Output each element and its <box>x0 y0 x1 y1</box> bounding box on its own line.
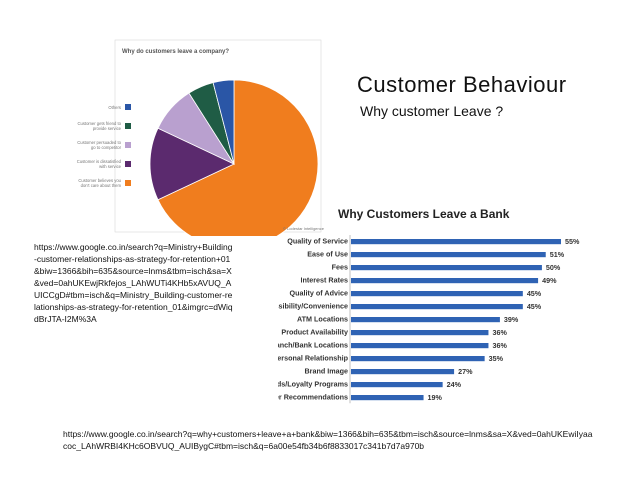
bar-value-label-3: 49% <box>542 276 557 285</box>
bar-source-link[interactable]: https://www.google.co.in/search?q=why+cu… <box>63 429 593 451</box>
pie-legend-swatch-4 <box>125 104 131 110</box>
bar-value-label-9: 35% <box>489 354 504 363</box>
pie-slice-0 <box>157 79 319 236</box>
bar-1 <box>351 252 546 258</box>
bar-value-label-11: 24% <box>447 380 462 389</box>
bar-4 <box>351 291 523 297</box>
bar-6 <box>351 317 500 323</box>
bar-2 <box>351 265 542 271</box>
bar-9 <box>351 356 485 362</box>
pie-slice-4 <box>212 79 235 165</box>
bar-value-label-1: 51% <box>550 250 565 259</box>
pie-legend-swatch-0 <box>125 180 131 186</box>
bar-5 <box>351 304 523 310</box>
pie-legend-label-3: Customer gets friend to provide service <box>77 121 121 131</box>
bar-category-label-11: Rewards/Loyalty Programs <box>278 380 348 389</box>
pie-chart-title: Why do customers leave a company? <box>122 49 230 55</box>
pie-slice-1 <box>149 127 235 201</box>
bar-0 <box>351 239 561 245</box>
bar-category-label-0: Quality of Service <box>287 237 348 246</box>
bar-11 <box>351 382 443 388</box>
bar-chart: Quality of Service 55% Ease of Use 51% Fees 5… <box>278 235 580 404</box>
slide-subtitle: Why customer Leave ? <box>360 103 504 119</box>
bar-value-label-8: 36% <box>492 341 507 350</box>
bar-chart-credit: © Lodestar Intelligence <box>283 226 324 231</box>
bar-category-label-1: Ease of Use <box>307 250 348 259</box>
bar-value-label-7: 36% <box>492 328 507 337</box>
bar-value-label-0: 55% <box>565 237 580 246</box>
bar-value-label-5: 45% <box>527 302 542 311</box>
bar-value-label-2: 50% <box>546 263 561 272</box>
bar-category-label-2: Fees <box>332 263 348 272</box>
bar-7 <box>351 330 489 336</box>
bar-category-label-7: Product Availability <box>281 328 348 337</box>
bar-category-label-4: Quality of Advice <box>290 289 348 298</box>
pie-chart: Others Customer gets friend to provide ser… <box>77 39 322 236</box>
pie-legend-label-0: Customer believes you don't care about th… <box>78 178 121 188</box>
bar-chart-title: Why Customers Leave a Bank <box>338 207 510 221</box>
bar-value-label-4: 45% <box>527 289 542 298</box>
pie-legend-swatch-1 <box>125 161 131 167</box>
bar-category-label-6: ATM Locations <box>297 315 348 324</box>
bar-category-label-8: Branch/Bank Locations <box>278 341 348 350</box>
pie-legend-swatch-2 <box>125 142 131 148</box>
pie-legend-label-1: Customer is dissatisfied with service <box>77 159 122 169</box>
bar-category-label-12: Peer Recommendations <box>278 393 348 402</box>
slide-title: Customer Behaviour <box>357 72 567 97</box>
pie-legend-label-4: Others <box>108 105 121 110</box>
bar-category-label-10: Brand Image <box>304 367 348 376</box>
bar-value-label-6: 39% <box>504 315 519 324</box>
bar-category-label-9: Personal Relationship <box>278 354 349 363</box>
bar-value-label-10: 27% <box>458 367 473 376</box>
bar-category-label-3: Interest Rates <box>300 276 348 285</box>
bar-8 <box>351 343 489 349</box>
pie-source-link[interactable]: https://www.google.co.in/search?q=Minist… <box>34 242 233 324</box>
pie-legend-label-2: Customer persuaded to go to competitor <box>77 140 121 150</box>
bar-12 <box>351 395 424 401</box>
bar-category-label-5: Accessibility/Convenience <box>278 302 348 311</box>
bar-3 <box>351 278 539 284</box>
pie-legend-swatch-3 <box>125 123 131 129</box>
bar-value-label-12: 19% <box>428 393 443 402</box>
bar-10 <box>351 369 455 375</box>
